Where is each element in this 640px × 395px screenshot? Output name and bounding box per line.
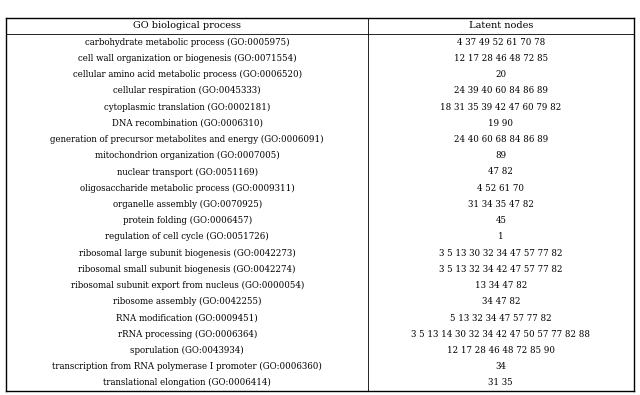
Text: RNA modification (GO:0009451): RNA modification (GO:0009451) xyxy=(116,314,258,323)
Text: 24 39 40 60 84 86 89: 24 39 40 60 84 86 89 xyxy=(454,86,548,95)
Text: GO biological process: GO biological process xyxy=(133,21,241,30)
Text: rRNA processing (GO:0006364): rRNA processing (GO:0006364) xyxy=(118,330,257,339)
Text: DNA recombination (GO:0006310): DNA recombination (GO:0006310) xyxy=(112,119,262,128)
Text: cell wall organization or biogenesis (GO:0071554): cell wall organization or biogenesis (GO… xyxy=(78,54,296,63)
Text: cellular respiration (GO:0045333): cellular respiration (GO:0045333) xyxy=(113,86,261,95)
Text: regulation of cell cycle (GO:0051726): regulation of cell cycle (GO:0051726) xyxy=(106,232,269,241)
Text: 20: 20 xyxy=(495,70,506,79)
Text: 45: 45 xyxy=(495,216,506,225)
Text: 18 31 35 39 42 47 60 79 82: 18 31 35 39 42 47 60 79 82 xyxy=(440,103,561,111)
Text: 34 47 82: 34 47 82 xyxy=(481,297,520,306)
Text: 31 35: 31 35 xyxy=(488,378,513,387)
Text: ribosomal subunit export from nucleus (GO:0000054): ribosomal subunit export from nucleus (G… xyxy=(70,281,304,290)
Text: 4 37 49 52 61 70 78: 4 37 49 52 61 70 78 xyxy=(457,38,545,47)
Text: 47 82: 47 82 xyxy=(488,167,513,177)
Text: 12 17 28 46 48 72 85: 12 17 28 46 48 72 85 xyxy=(454,54,548,63)
Text: translational elongation (GO:0006414): translational elongation (GO:0006414) xyxy=(103,378,271,387)
Text: ribosomal small subunit biogenesis (GO:0042274): ribosomal small subunit biogenesis (GO:0… xyxy=(79,265,296,274)
Text: Latent nodes: Latent nodes xyxy=(468,21,533,30)
Text: 89: 89 xyxy=(495,151,506,160)
Text: transcription from RNA polymerase I promoter (GO:0006360): transcription from RNA polymerase I prom… xyxy=(52,362,322,371)
Text: mitochondrion organization (GO:0007005): mitochondrion organization (GO:0007005) xyxy=(95,151,280,160)
Text: organelle assembly (GO:0070925): organelle assembly (GO:0070925) xyxy=(113,200,262,209)
Text: 31 34 35 47 82: 31 34 35 47 82 xyxy=(468,200,534,209)
Text: ribosomal large subunit biogenesis (GO:0042273): ribosomal large subunit biogenesis (GO:0… xyxy=(79,248,296,258)
Text: cellular amino acid metabolic process (GO:0006520): cellular amino acid metabolic process (G… xyxy=(72,70,302,79)
Text: 3 5 13 32 34 42 47 57 77 82: 3 5 13 32 34 42 47 57 77 82 xyxy=(439,265,563,274)
Text: 34: 34 xyxy=(495,362,506,371)
Text: ribosome assembly (GO:0042255): ribosome assembly (GO:0042255) xyxy=(113,297,262,307)
Text: 12 17 28 46 48 72 85 90: 12 17 28 46 48 72 85 90 xyxy=(447,346,555,355)
Text: sporulation (GO:0043934): sporulation (GO:0043934) xyxy=(131,346,244,355)
Text: 4 52 61 70: 4 52 61 70 xyxy=(477,184,524,193)
Text: 13 34 47 82: 13 34 47 82 xyxy=(475,281,527,290)
Text: oligosaccharide metabolic process (GO:0009311): oligosaccharide metabolic process (GO:00… xyxy=(80,184,294,193)
Text: carbohydrate metabolic process (GO:0005975): carbohydrate metabolic process (GO:00059… xyxy=(85,38,289,47)
Text: protein folding (GO:0006457): protein folding (GO:0006457) xyxy=(123,216,252,225)
Text: generation of precursor metabolites and energy (GO:0006091): generation of precursor metabolites and … xyxy=(51,135,324,144)
Text: 19 90: 19 90 xyxy=(488,119,513,128)
Text: cytoplasmic translation (GO:0002181): cytoplasmic translation (GO:0002181) xyxy=(104,102,270,112)
Text: 5 13 32 34 47 57 77 82: 5 13 32 34 47 57 77 82 xyxy=(450,314,552,323)
Text: 1: 1 xyxy=(498,232,504,241)
Text: nuclear transport (GO:0051169): nuclear transport (GO:0051169) xyxy=(116,167,258,177)
Text: 24 40 60 68 84 86 89: 24 40 60 68 84 86 89 xyxy=(454,135,548,144)
Text: 3 5 13 30 32 34 47 57 77 82: 3 5 13 30 32 34 47 57 77 82 xyxy=(439,248,563,258)
Text: 3 5 13 14 30 32 34 42 47 50 57 77 82 88: 3 5 13 14 30 32 34 42 47 50 57 77 82 88 xyxy=(412,330,590,339)
